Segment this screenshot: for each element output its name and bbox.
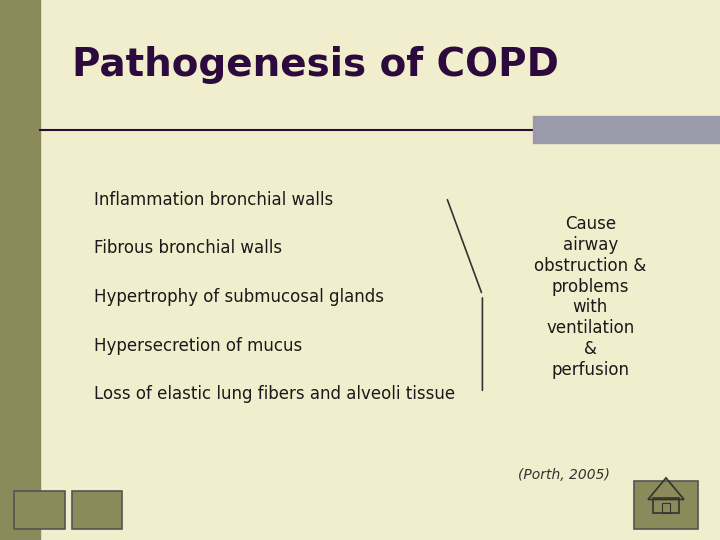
Bar xyxy=(653,498,679,513)
Text: Hypertrophy of submucosal glands: Hypertrophy of submucosal glands xyxy=(94,288,384,306)
FancyBboxPatch shape xyxy=(14,491,65,529)
Text: (Porth, 2005): (Porth, 2005) xyxy=(518,468,611,482)
Text: Hypersecretion of mucus: Hypersecretion of mucus xyxy=(94,336,302,355)
Text: Inflammation bronchial walls: Inflammation bronchial walls xyxy=(94,191,333,209)
FancyBboxPatch shape xyxy=(72,491,122,529)
Text: Pathogenesis of COPD: Pathogenesis of COPD xyxy=(72,46,559,84)
Text: Loss of elastic lung fibers and alveoli tissue: Loss of elastic lung fibers and alveoli … xyxy=(94,385,455,403)
Bar xyxy=(533,116,720,143)
Bar xyxy=(662,503,670,513)
Text: Fibrous bronchial walls: Fibrous bronchial walls xyxy=(94,239,282,258)
FancyBboxPatch shape xyxy=(634,481,698,529)
Bar xyxy=(0,0,40,540)
Text: Cause
airway
obstruction &
problems
with
ventilation
&
perfusion: Cause airway obstruction & problems with… xyxy=(534,215,647,379)
